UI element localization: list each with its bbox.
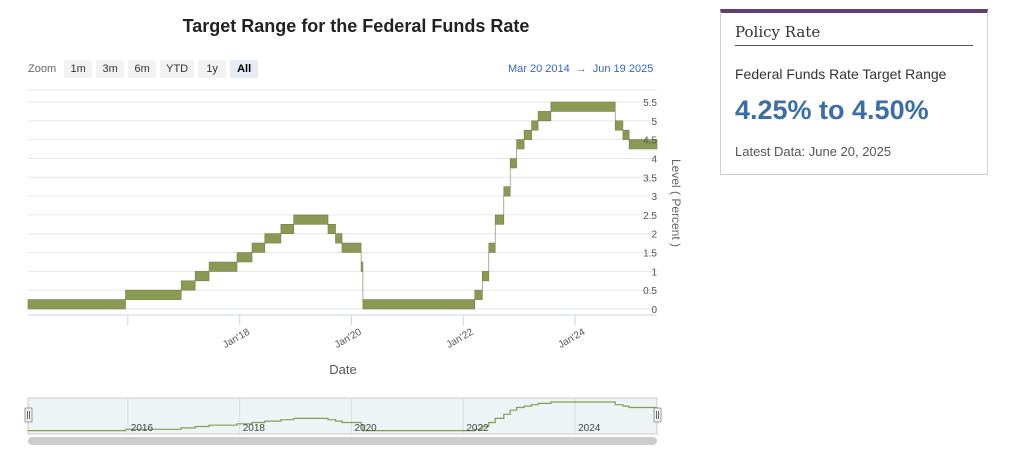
panel-rate-value: 4.25% to 4.50% [735, 95, 929, 125]
y-axis-title: Level ( Percent ) [669, 159, 683, 247]
navigator-right-handle[interactable] [653, 407, 662, 423]
panel-title: Policy Rate [735, 23, 821, 41]
x-tick-label: Jan'18 [221, 327, 252, 351]
date-range-arrow: → [575, 63, 587, 75]
date-range-to[interactable]: Jun 19 2025 [592, 63, 654, 75]
panel-divider [735, 45, 973, 46]
grid-lines [28, 89, 657, 310]
navigator-window[interactable] [27, 397, 658, 435]
y-tick-label: 3 [651, 192, 657, 203]
x-tick-label: Jan'20 [333, 327, 364, 351]
y-tick-label: 4.5 [643, 136, 657, 147]
navigator-label: 2024 [578, 423, 601, 434]
navigator-scrollbar[interactable] [28, 437, 657, 445]
navigator-label: 2022 [466, 423, 489, 434]
x-tick-label: Jan'24 [556, 327, 587, 351]
y-tick-label: 0 [651, 305, 657, 316]
navigator-label: 2020 [354, 423, 377, 434]
x-axis: Jan'18 Jan'20 Jan'22 Jan'24 [28, 314, 657, 351]
y-tick-label: 2 [651, 230, 657, 241]
series-range-area[interactable] [27, 101, 658, 310]
y-tick-label: 1 [651, 267, 657, 278]
panel-label: Federal Funds Rate Target Range [735, 66, 947, 82]
zoom-label: Zoom [28, 63, 57, 75]
navigator-label: 2018 [243, 423, 266, 434]
zoom-6m-button[interactable]: 6m [128, 60, 157, 78]
navigator[interactable]: 2016 2018 2020 2022 2024 [24, 397, 662, 445]
y-tick-label: 5.5 [643, 98, 657, 109]
date-range-from[interactable]: Mar 20 2014 [508, 63, 570, 75]
y-tick-label: 1.5 [643, 249, 657, 260]
policy-rate-panel: Policy Rate Federal Funds Rate Target Ra… [720, 9, 988, 175]
zoom-3m-button[interactable]: 3m [96, 60, 125, 78]
y-tick-label: 2.5 [643, 211, 657, 222]
x-tick-label: Jan'22 [445, 327, 476, 351]
zoom-1y-button[interactable]: 1y [198, 60, 227, 78]
zoom-all-button[interactable]: All [230, 60, 259, 78]
chart-plot[interactable]: Jan'18 Jan'20 Jan'22 Jan'24 0 0.5 1 1.5 2 2.5 3 3.… [0, 0, 712, 453]
panel-latest-date: Latest Data: June 20, 2025 [735, 144, 892, 159]
chart-title: Target Range for the Federal Funds Rate [182, 16, 530, 36]
navigator-left-handle[interactable] [24, 407, 33, 423]
y-tick-label: 3.5 [643, 173, 657, 184]
y-tick-label: 0.5 [643, 286, 657, 297]
navigator-label: 2016 [131, 423, 154, 434]
y-axis: 0 0.5 1 1.5 2 2.5 3 3.5 4 4.5 5 5.5 [643, 98, 657, 316]
series-layer [27, 101, 658, 310]
y-tick-label: 5 [651, 117, 657, 128]
navigator-series-line [28, 401, 657, 432]
zoom-1m-button[interactable]: 1m [64, 60, 93, 78]
x-axis-title: Date [329, 362, 356, 377]
zoom-ytd-button[interactable]: YTD [160, 60, 195, 78]
zoom-bar: Zoom 1m 3m 6m YTD 1y All [28, 60, 259, 78]
date-range: Mar 20 2014 → Jun 19 2025 [508, 63, 653, 75]
y-tick-label: 4 [651, 154, 657, 165]
